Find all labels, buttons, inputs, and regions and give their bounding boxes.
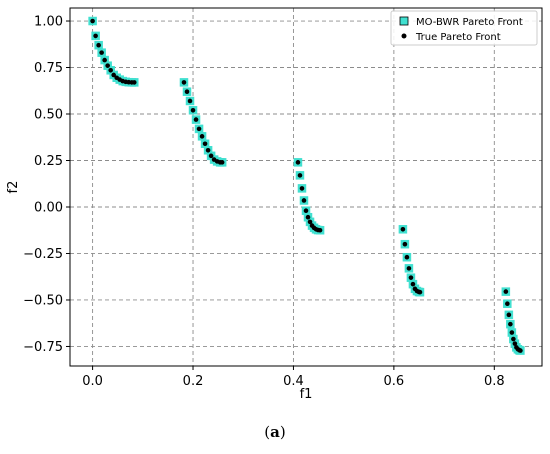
series-true-pareto-front (90, 18, 523, 353)
x-tick-label: 0.6 (384, 374, 405, 389)
true-pareto-point (184, 89, 190, 94)
true-pareto-point (181, 80, 187, 85)
true-pareto-point (96, 42, 101, 48)
true-pareto-point (301, 198, 307, 203)
true-pareto-point (299, 186, 305, 191)
true-pareto-point (509, 330, 515, 335)
y-tick-label: 0.75 (34, 61, 63, 76)
caption-close-paren: ) (279, 423, 286, 441)
true-pareto-point (503, 289, 509, 294)
true-pareto-point (406, 266, 412, 271)
true-pareto-point (102, 57, 107, 63)
y-tick-label: −0.50 (23, 293, 63, 308)
caption-letter: a (270, 423, 280, 441)
true-pareto-point (402, 241, 408, 247)
true-pareto-point (105, 63, 110, 68)
true-pareto-point (317, 227, 323, 233)
true-pareto-point (208, 153, 214, 159)
y-axis-ticks: 1.00 0.75 0.50 0.25 0.00 −0.25 −0.50 −0.75 (23, 15, 70, 355)
legend: MO-BWR Pareto Front True Pareto Front (390, 10, 538, 46)
true-pareto-point (219, 160, 225, 165)
true-pareto-point (305, 214, 311, 220)
true-pareto-point (93, 33, 98, 39)
x-tick-label: 0.8 (484, 374, 505, 389)
true-pareto-point (205, 147, 211, 153)
x-tick-label: 0.0 (82, 374, 103, 389)
series-mo-bwr-pareto-front (88, 16, 525, 355)
true-pareto-point (202, 141, 208, 147)
true-pareto-point (404, 254, 410, 260)
y-tick-label: 0.00 (34, 200, 63, 215)
legend-mo-bwr-marker (399, 16, 409, 26)
true-pareto-point (512, 341, 518, 346)
true-pareto-point (508, 321, 513, 327)
true-pareto-point (417, 289, 423, 295)
true-pareto-point (307, 219, 313, 225)
y-tick-label: 0.50 (34, 108, 63, 123)
true-pareto-point (295, 160, 301, 165)
true-pareto-point (190, 107, 196, 113)
y-tick-label: 1.00 (34, 15, 63, 30)
true-pareto-point (506, 312, 512, 318)
true-pareto-point (131, 80, 137, 85)
y-tick-label: 0.25 (34, 154, 63, 169)
true-pareto-point (187, 98, 193, 104)
true-pareto-point (505, 301, 510, 306)
y-tick-label: −0.25 (23, 247, 63, 262)
y-tick-label: −0.75 (23, 340, 63, 355)
grid-lines (70, 8, 542, 366)
true-pareto-point (90, 18, 95, 24)
true-pareto-point (518, 348, 523, 353)
plot-area (69, 7, 543, 367)
true-pareto-point (111, 72, 116, 78)
true-pareto-point (400, 227, 406, 232)
true-pareto-point (108, 68, 113, 73)
true-pareto-point (199, 134, 205, 139)
caption-open-paren: ( (264, 423, 271, 441)
true-pareto-point (408, 275, 414, 280)
true-pareto-point (196, 126, 202, 132)
true-pareto-point (193, 117, 199, 122)
x-axis-ticks: 0.0 0.2 0.4 0.6 0.8 (82, 366, 505, 389)
legend-true-pareto-label: True Pareto Front (415, 32, 501, 43)
legend-true-pareto-marker (401, 33, 407, 39)
x-tick-label: 0.4 (283, 374, 304, 389)
true-pareto-point (511, 336, 516, 342)
true-pareto-point (410, 281, 416, 287)
true-pareto-point (99, 50, 104, 55)
y-axis-label: f2 (6, 181, 21, 194)
true-pareto-point (303, 208, 309, 214)
legend-mo-bwr-label: MO-BWR Pareto Front (416, 17, 523, 28)
figure-caption: (a) (0, 423, 550, 441)
true-pareto-point (297, 173, 303, 178)
x-axis-label: f1 (300, 387, 313, 402)
pareto-front-chart: 0.0 0.2 0.4 0.6 0.8 1.00 0.75 0.50 0.25 0.00 −0.2… (6, 7, 543, 402)
legend-box (390, 10, 538, 46)
x-tick-label: 0.2 (183, 374, 204, 389)
